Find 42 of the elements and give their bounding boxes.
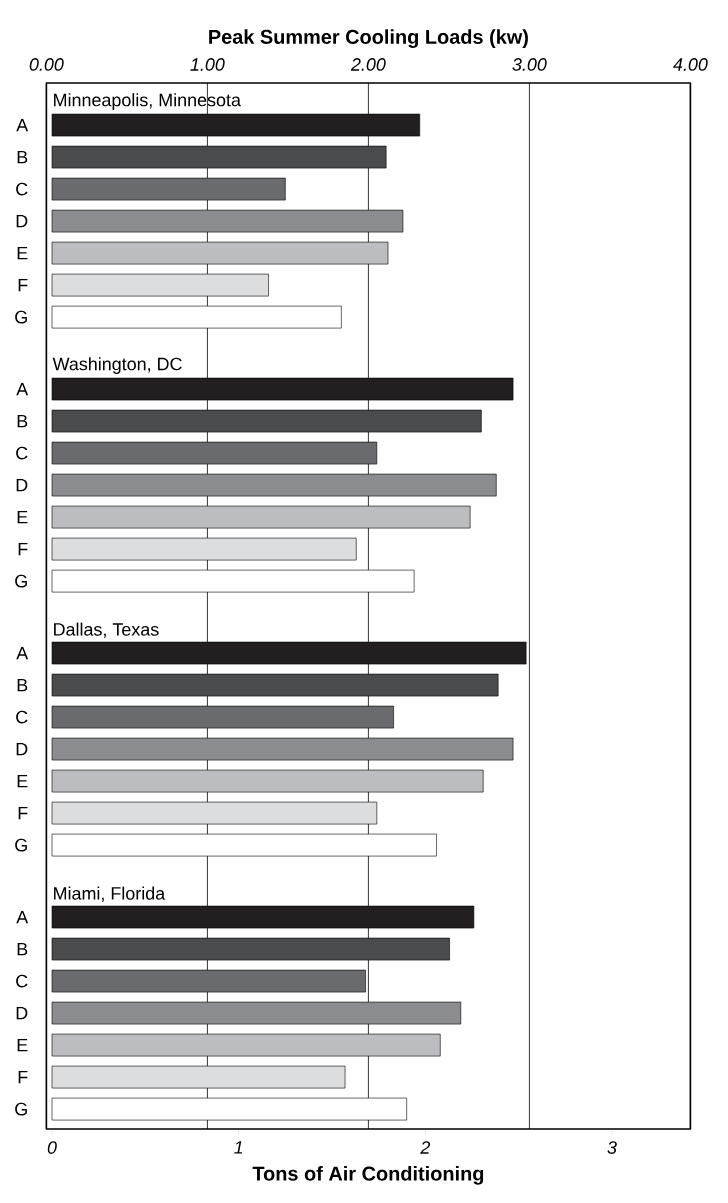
text: G	[15, 1102, 27, 1116]
y-tick-label: Miami, Florida	[54, 886, 166, 902]
text: B	[17, 942, 28, 956]
text: E	[17, 774, 28, 788]
y-tick-label: Washington, DC	[52, 357, 182, 374]
x2-axis-title: Peak Summer Cooling Loads (kw)	[209, 29, 528, 48]
text: C	[16, 446, 28, 460]
text: F	[18, 542, 28, 556]
series-label: B	[17, 150, 28, 164]
y-tick-label: Dallas, Texas	[54, 622, 159, 638]
text: A	[16, 910, 29, 924]
series-label: E	[17, 246, 28, 260]
text: C	[16, 974, 28, 988]
text: A	[16, 382, 29, 396]
text: E	[17, 510, 28, 524]
text: D	[16, 1006, 28, 1020]
x-tick-label: 1	[234, 1141, 243, 1154]
text: B	[17, 414, 28, 428]
x2-tick-label: 2.00	[350, 58, 386, 71]
text: D	[16, 478, 28, 492]
text: F	[18, 1070, 28, 1084]
text: E	[17, 1038, 28, 1052]
series-label: F	[18, 278, 28, 292]
x-tick-label: 3	[607, 1141, 617, 1154]
text: D	[16, 742, 28, 756]
x2-tick-label: 4.00	[673, 58, 708, 71]
text: A	[16, 646, 29, 660]
series-label: A	[16, 118, 29, 132]
text: C	[16, 710, 28, 724]
text: G	[15, 838, 27, 852]
x-tick-label: 2	[420, 1141, 431, 1154]
text: F	[18, 806, 28, 820]
series-label: G	[15, 310, 27, 324]
text: B	[17, 678, 28, 692]
x-axis-title: Tons of Air Conditioning	[252, 1166, 484, 1185]
x2-tick-label: 3.00	[512, 58, 547, 71]
series-label: C	[16, 182, 28, 196]
x-tick-label: 0	[47, 1141, 57, 1154]
series-label: D	[16, 214, 28, 228]
x2-tick-label: 0.00	[29, 58, 64, 71]
x2-tick-label: 1.00	[190, 58, 225, 71]
text: G	[15, 574, 27, 588]
